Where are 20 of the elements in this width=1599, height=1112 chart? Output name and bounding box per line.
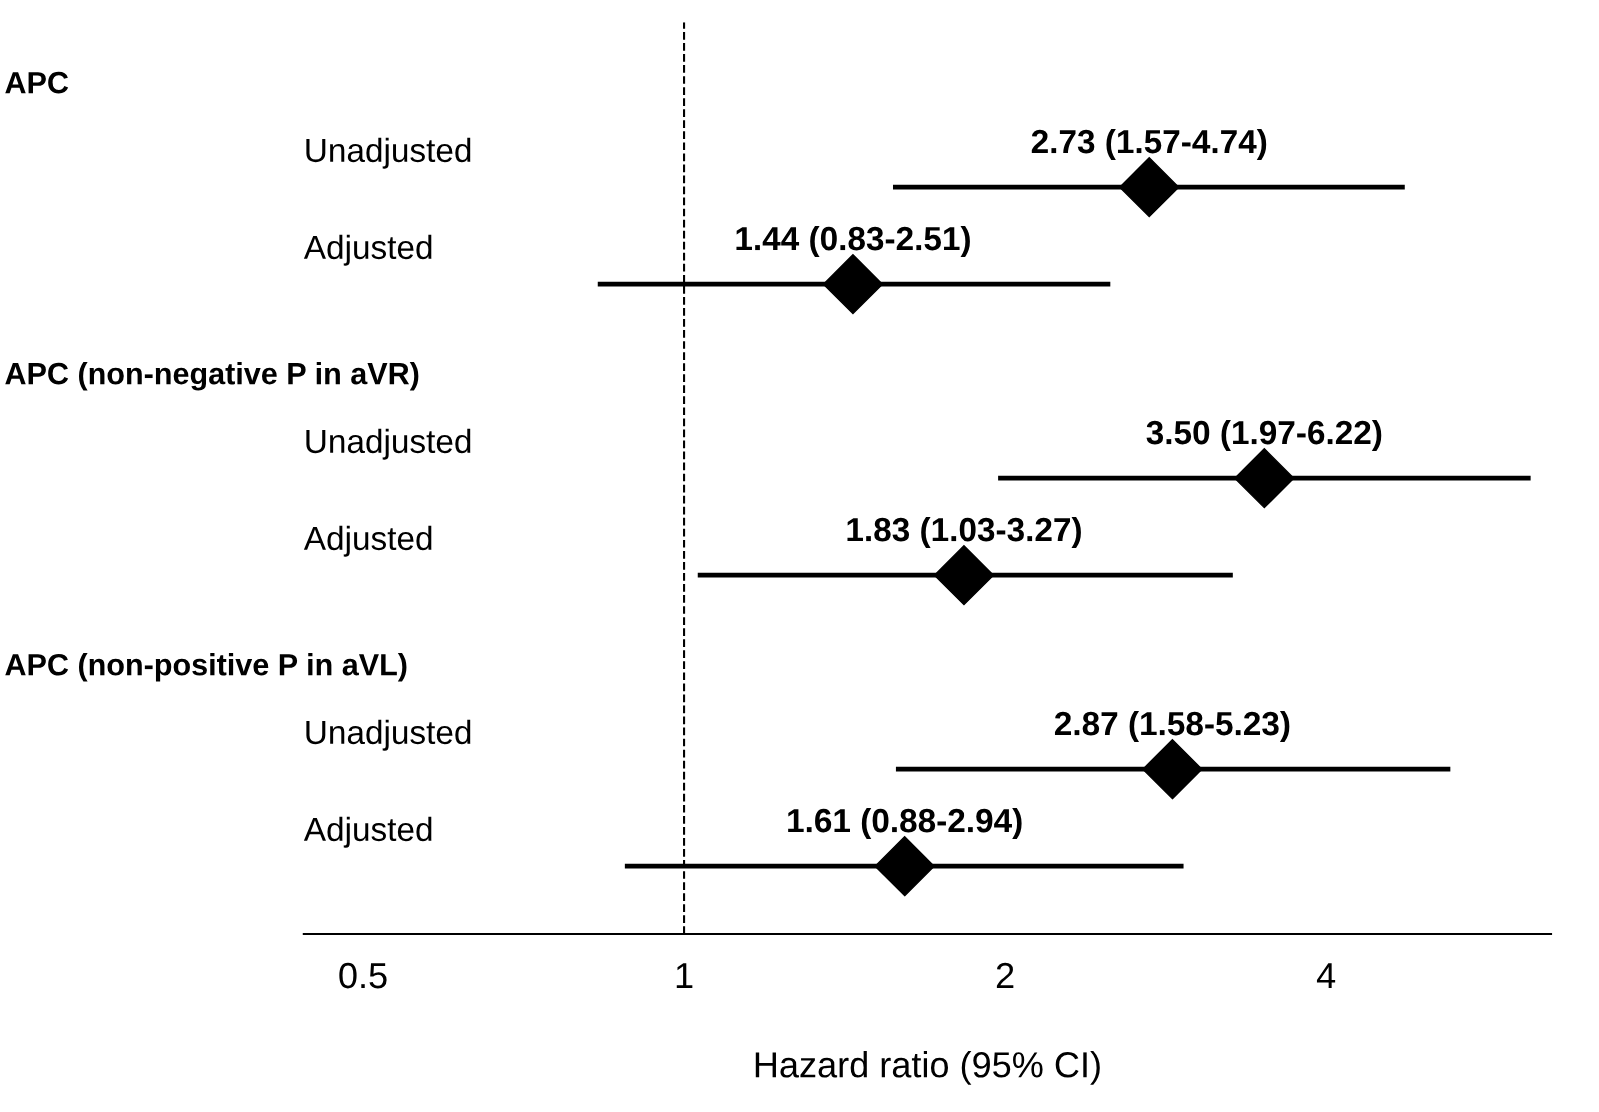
y-tick-label: Adjusted	[303, 816, 432, 848]
data-label: 3.50 (1.97-6.22)	[1146, 419, 1382, 451]
data-label: 1.44 (0.83-2.51)	[736, 225, 970, 257]
data-label: 1.83 (1.03-3.27)	[847, 516, 1081, 548]
y-tick-label: Adjusted	[303, 234, 432, 266]
y-tick-label: Unadjusted	[306, 719, 471, 751]
data-label: 2.73 (1.57-4.74)	[1031, 128, 1267, 160]
data-label: 2.87 (1.58-5.23)	[1054, 710, 1290, 743]
data-label: 1.61 (0.88-2.94)	[788, 807, 1022, 840]
annotation: APC (non-negative P in aVR)	[5, 362, 419, 391]
text: APC	[5, 71, 69, 94]
x-tick-label: 1	[676, 963, 693, 989]
y-tick-label: Adjusted	[303, 525, 432, 557]
x-tick-label: 0.5	[339, 962, 387, 989]
y-tick-label: Unadjusted	[306, 137, 471, 169]
y-tick-label: Unadjusted	[306, 428, 471, 460]
x-tick-label: 2	[996, 962, 1014, 989]
annotation: APC (non-positive P in aVL)	[5, 653, 407, 682]
x-tick-label: 4	[1316, 963, 1336, 989]
x-axis-title: Hazard ratio (95% CI)	[755, 1051, 1100, 1085]
